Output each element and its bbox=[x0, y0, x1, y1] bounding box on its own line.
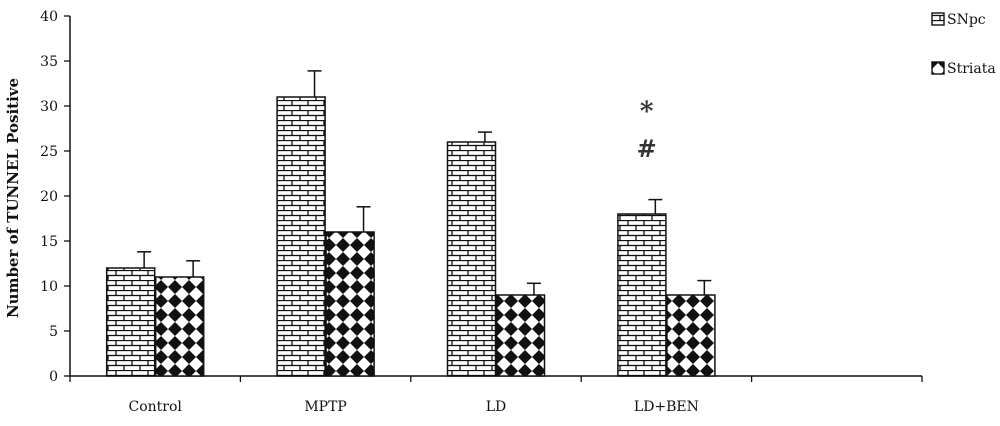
x-category-label: MPTP bbox=[304, 399, 347, 415]
labels: Number of TUNNEL Positive Control MPTP LD LD… bbox=[4, 78, 699, 415]
bar-striata-mptp bbox=[325, 231, 375, 377]
bar-snpc-ld-ben bbox=[617, 213, 667, 377]
bar-snpc-mptp bbox=[276, 96, 326, 377]
y-tick-label: 5 bbox=[49, 324, 58, 340]
legend-label-striata: Striata bbox=[947, 61, 996, 77]
y-axis-title: Number of TUNNEL Positive bbox=[4, 78, 22, 318]
legend: SNpc Striata bbox=[931, 12, 996, 77]
bar-striata-control bbox=[154, 276, 205, 377]
y-tick-label: 30 bbox=[40, 99, 58, 115]
y-tick-label: 40 bbox=[40, 9, 58, 25]
bar-striata-ld-ben bbox=[666, 294, 716, 377]
legend-swatch-snpc bbox=[931, 12, 945, 26]
y-tick-label: 15 bbox=[40, 234, 58, 250]
y-tick-label: 35 bbox=[40, 54, 58, 70]
bar-snpc-ld bbox=[446, 141, 497, 377]
x-category-label: LD bbox=[486, 399, 507, 415]
y-tick-label: 10 bbox=[40, 279, 58, 295]
legend-swatch-striata bbox=[931, 61, 945, 75]
y-tick-label: 25 bbox=[40, 144, 58, 160]
x-category-label: Control bbox=[129, 399, 183, 415]
y-tick-label: 20 bbox=[40, 189, 58, 205]
significance-star: * bbox=[640, 97, 654, 127]
bar-striata-ld bbox=[495, 294, 546, 377]
axes: 0 5 10 15 20 25 30 35 40 bbox=[40, 9, 923, 385]
significance-hash: # bbox=[637, 134, 657, 163]
x-category-label: LD+BEN bbox=[634, 399, 699, 415]
bars bbox=[105, 70, 716, 377]
bar-snpc-control bbox=[105, 267, 156, 377]
legend-label-snpc: SNpc bbox=[947, 12, 986, 28]
y-tick-label: 0 bbox=[49, 369, 58, 385]
